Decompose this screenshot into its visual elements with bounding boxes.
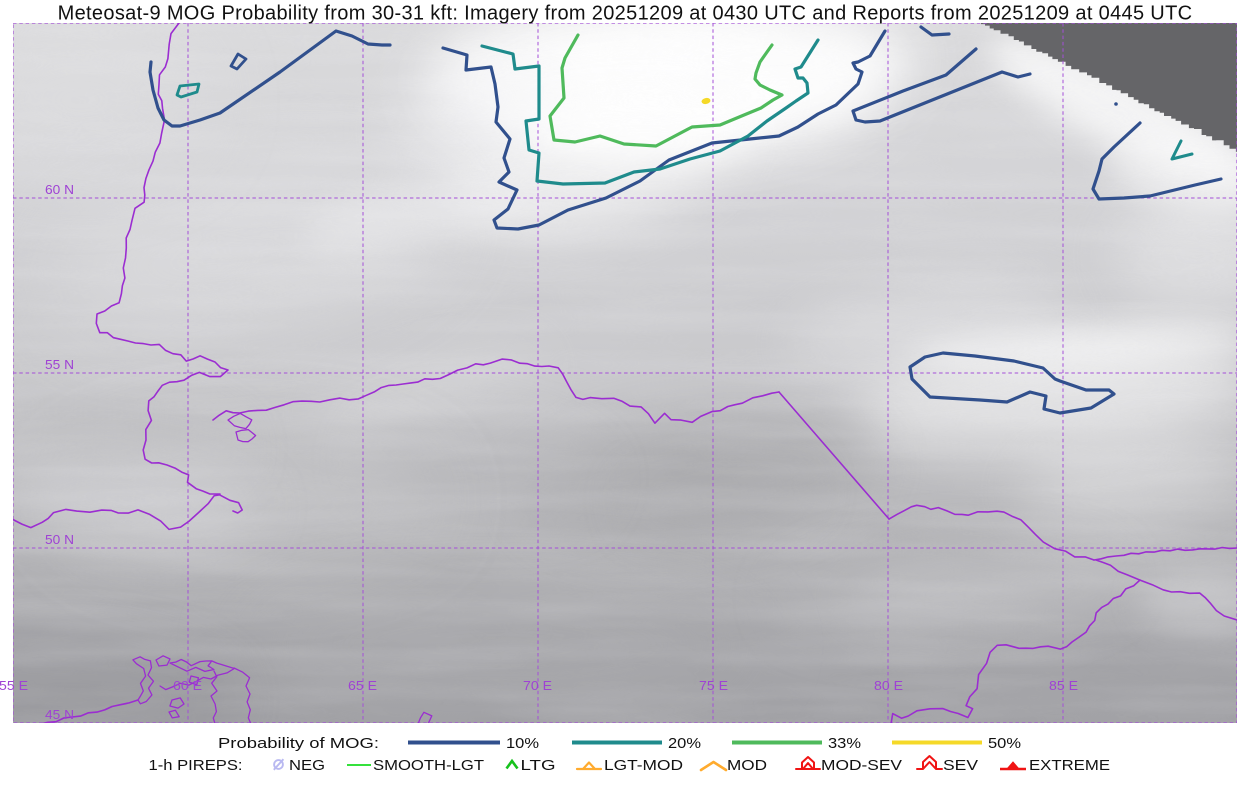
svg-text:55 E: 55 E — [0, 678, 28, 693]
svg-text:85 E: 85 E — [1049, 678, 1078, 693]
svg-text:Meteosat-9 MOG Probability fro: Meteosat-9 MOG Probability from 30-31 kf… — [58, 2, 1193, 24]
svg-text:60 E: 60 E — [173, 678, 202, 693]
svg-text:33%: 33% — [828, 735, 861, 752]
svg-text:LTG: LTG — [521, 757, 556, 774]
svg-text:50 N: 50 N — [45, 532, 74, 547]
svg-text:45 N: 45 N — [45, 707, 74, 722]
svg-text:NEG: NEG — [289, 757, 325, 774]
svg-text:MOD: MOD — [727, 757, 767, 774]
svg-text:50%: 50% — [988, 735, 1021, 752]
svg-text:LGT-MOD: LGT-MOD — [604, 757, 683, 774]
svg-text:60 N: 60 N — [45, 182, 74, 197]
svg-text:SEV: SEV — [943, 757, 978, 774]
svg-text:Probability of MOG:: Probability of MOG: — [218, 735, 379, 752]
svg-text:SMOOTH-LGT: SMOOTH-LGT — [373, 757, 484, 774]
svg-text:75 E: 75 E — [699, 678, 728, 693]
svg-text:1-h PIREPS:: 1-h PIREPS: — [149, 757, 243, 774]
svg-text:20%: 20% — [668, 735, 701, 752]
svg-text:10%: 10% — [506, 735, 539, 752]
svg-text:MOD-SEV: MOD-SEV — [821, 757, 902, 774]
svg-text:70 E: 70 E — [523, 678, 552, 693]
svg-text:EXTREME: EXTREME — [1029, 757, 1110, 774]
svg-text:65 E: 65 E — [348, 678, 377, 693]
svg-text:80 E: 80 E — [874, 678, 903, 693]
svg-text:55 N: 55 N — [45, 357, 74, 372]
